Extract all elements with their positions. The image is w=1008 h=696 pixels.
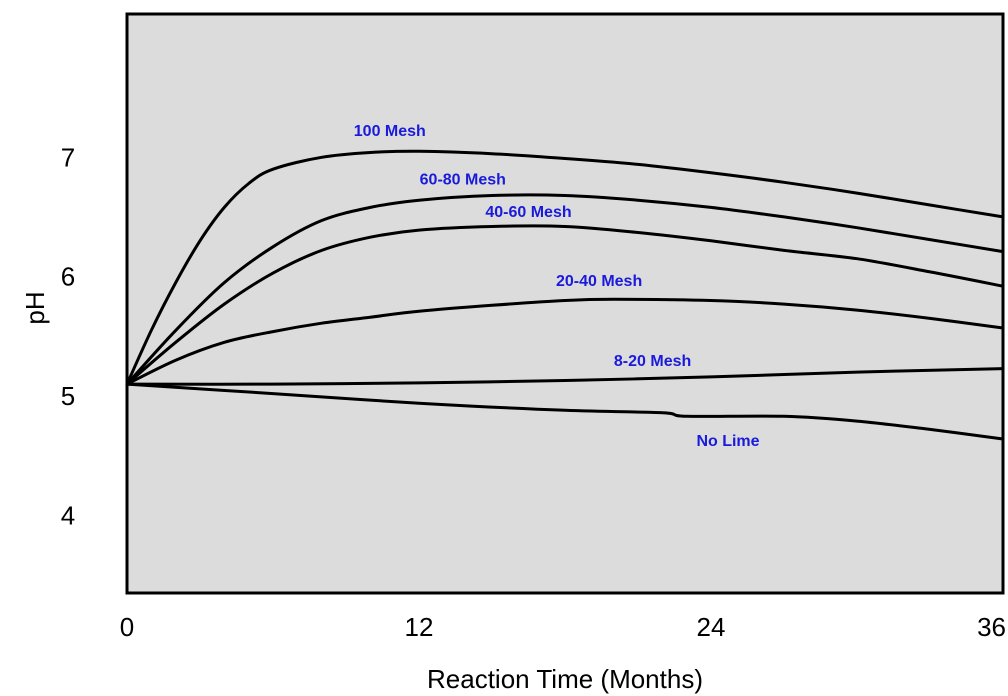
y-axis-label: pH [20, 291, 50, 324]
x-tick-label-0: 0 [120, 612, 134, 642]
series-lines [125, 149, 1005, 441]
series-labels: 100 Mesh 60-80 Mesh 40-60 Mesh 20-40 Mesh 8-… [354, 123, 760, 450]
y-tick-label-1: 5 [61, 381, 75, 411]
series-label-3: 20-40 Mesh [556, 273, 642, 290]
x-axis-label: Reaction Time (Months) [427, 664, 703, 694]
series-label-0: 100 Mesh [354, 123, 426, 140]
x-tick-labels: 0 12 24 36 [120, 612, 1006, 642]
series-line-1 [125, 193, 1005, 386]
series-line-3 [125, 297, 1005, 386]
series-label-1: 60-80 Mesh [420, 172, 506, 189]
series-label-2: 40-60 Mesh [485, 204, 571, 221]
y-tick-label-0: 4 [61, 500, 75, 530]
x-tick-label-3: 36 [977, 612, 1006, 642]
y-tick-label-2: 6 [61, 262, 75, 292]
series-line-4 [125, 367, 1005, 386]
series-line-0 [125, 149, 1005, 386]
x-tick-label-2: 24 [697, 612, 726, 642]
series-label-4: 8-20 Mesh [614, 353, 691, 370]
plot-area [125, 12, 1005, 595]
series-label-5: No Lime [696, 433, 759, 450]
y-tick-label-3: 7 [61, 142, 75, 172]
x-tick-label-1: 12 [405, 612, 434, 642]
y-tick-labels: 4 5 6 7 [61, 142, 75, 530]
series-line-2 [125, 224, 1005, 386]
series-line-5 [125, 382, 1005, 441]
